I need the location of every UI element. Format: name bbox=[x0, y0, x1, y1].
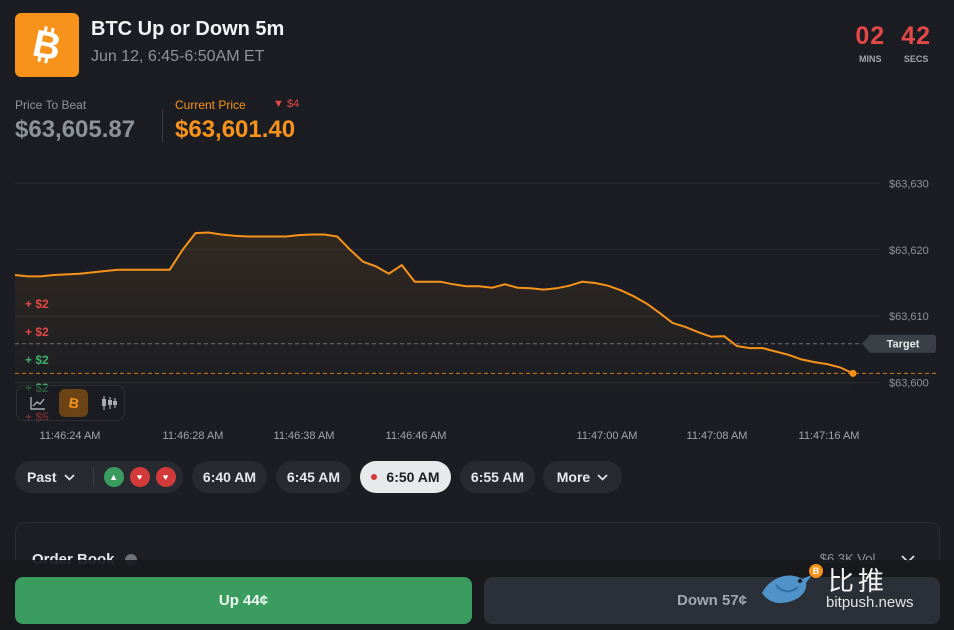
current-price-value: $63,601.40 bbox=[175, 116, 296, 143]
chart-tools: B bbox=[16, 385, 125, 421]
time-pill-655[interactable]: 6:55 AM bbox=[460, 461, 535, 493]
x-tick-label: 11:47:08 AM bbox=[687, 430, 748, 442]
x-tick-label: 11:47:00 AM bbox=[577, 430, 638, 442]
delta-label: + $2 bbox=[25, 325, 49, 339]
bird-logo-icon: B bbox=[762, 564, 823, 603]
past-down-result-icon[interactable]: ♥ bbox=[155, 467, 176, 487]
past-up-result-icon[interactable]: ▲ bbox=[103, 467, 124, 487]
buy-up-button[interactable]: Up 44¢ bbox=[15, 577, 472, 624]
price-line bbox=[14, 231, 854, 375]
chevron-down-icon bbox=[64, 473, 75, 481]
bitpush-watermark: B 比推 bitpush.news bbox=[756, 561, 940, 617]
time-pill-650-label: 6:50 AM bbox=[386, 469, 440, 485]
delta-label: + $2 bbox=[25, 297, 49, 311]
y-tick-label: $63,630 bbox=[889, 178, 929, 190]
svg-text:B: B bbox=[813, 566, 820, 576]
current-price-diff: ▼ $4 bbox=[273, 98, 300, 110]
candlestick-icon[interactable] bbox=[94, 389, 124, 417]
x-tick-label: 11:47:16 AM bbox=[799, 430, 860, 442]
countdown-mins-label: MINS bbox=[859, 54, 882, 64]
bitcoin-logo-icon: B bbox=[15, 13, 79, 77]
countdown-mins: 02 MINS bbox=[855, 22, 885, 64]
chevron-down-icon bbox=[597, 473, 608, 481]
market-subtitle: Jun 12, 6:45-6:50AM ET bbox=[91, 48, 265, 65]
price-summary: Price To Beat $63,605.87 Current Price ▼… bbox=[15, 96, 415, 146]
more-button[interactable]: More bbox=[543, 461, 622, 493]
y-tick-label: $63,610 bbox=[889, 311, 929, 323]
price-area bbox=[15, 232, 853, 396]
y-tick-label: $63,600 bbox=[889, 378, 929, 390]
time-pill-650[interactable]: 6:50 AM bbox=[360, 461, 451, 493]
live-dot-icon bbox=[371, 474, 378, 480]
watermark-en: bitpush.news bbox=[826, 594, 914, 611]
target-label: Target bbox=[887, 339, 920, 351]
bitcoin-icon[interactable]: B bbox=[58, 389, 89, 417]
more-label: More bbox=[556, 469, 591, 485]
price-to-beat-label: Price To Beat bbox=[15, 98, 87, 112]
countdown-secs: 42 SECS bbox=[901, 22, 931, 64]
buy-down-button[interactable]: Down 57¢ bbox=[484, 577, 940, 624]
market-title: BTC Up or Down 5m bbox=[91, 18, 285, 40]
market-header: B BTC Up or Down 5m Jun 12, 6:45-6:50AM … bbox=[15, 13, 939, 77]
x-tick-label: 11:46:38 AM bbox=[274, 430, 335, 442]
time-pill-640[interactable]: 6:40 AM bbox=[192, 461, 267, 493]
line-chart-icon[interactable] bbox=[23, 389, 53, 417]
countdown-mins-value: 02 bbox=[855, 22, 886, 50]
target-marker: Target bbox=[862, 334, 936, 353]
svg-text:B: B bbox=[67, 395, 80, 411]
past-down-result-icon[interactable]: ♥ bbox=[129, 467, 150, 487]
price-chart[interactable]: $63,630 $63,620 $63,610 $63,600 11:46:24 AM… bbox=[0, 170, 954, 445]
time-pill-645[interactable]: 6:45 AM bbox=[276, 461, 351, 493]
past-label: Past bbox=[27, 469, 57, 485]
x-tick-label: 11:46:24 AM bbox=[40, 430, 101, 442]
countdown-secs-label: SECS bbox=[903, 54, 929, 64]
x-tick-label: 11:46:28 AM bbox=[163, 430, 224, 442]
delta-label: + $2 bbox=[25, 353, 49, 367]
price-divider bbox=[162, 110, 163, 142]
current-price-label: Current Price bbox=[175, 98, 246, 112]
price-to-beat-value: $63,605.87 bbox=[15, 116, 136, 143]
countdown-timer: 02 MINS 42 SECS bbox=[855, 22, 931, 64]
current-price-dot bbox=[849, 369, 857, 377]
pill-divider bbox=[92, 467, 94, 487]
watermark-cn: 比推 bbox=[828, 566, 889, 596]
past-selector[interactable]: Past ▲ ♥ ♥ bbox=[15, 461, 183, 493]
countdown-secs-value: 42 bbox=[901, 22, 931, 50]
y-tick-label: $63,620 bbox=[889, 245, 929, 257]
x-tick-label: 11:46:46 AM bbox=[386, 430, 447, 442]
